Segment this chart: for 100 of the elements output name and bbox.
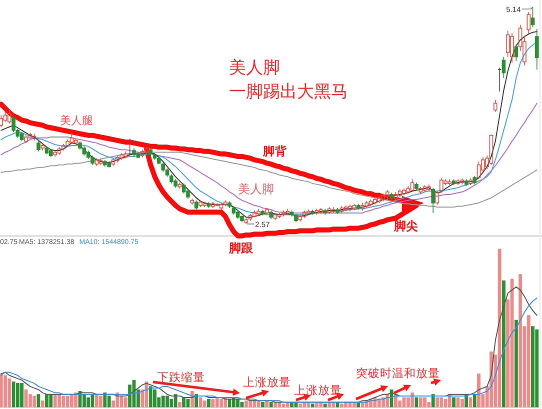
bar bbox=[132, 380, 136, 408]
bar bbox=[261, 402, 264, 408]
annotation: 下跌缩量 bbox=[157, 372, 205, 384]
bar bbox=[198, 397, 202, 408]
bar bbox=[228, 398, 232, 408]
bar bbox=[211, 398, 215, 408]
bar bbox=[452, 397, 456, 408]
bar bbox=[423, 397, 426, 408]
bar bbox=[282, 404, 286, 408]
bar bbox=[414, 397, 418, 408]
candlestick bbox=[502, 56, 506, 78]
bar bbox=[45, 394, 48, 408]
bar bbox=[502, 280, 506, 408]
bar bbox=[298, 404, 302, 408]
bar bbox=[178, 402, 182, 408]
candlestick bbox=[82, 146, 86, 156]
bar bbox=[36, 394, 40, 408]
bar bbox=[24, 389, 28, 408]
candlestick bbox=[360, 202, 364, 211]
candlestick bbox=[402, 188, 406, 196]
bar bbox=[472, 394, 476, 408]
bar bbox=[410, 392, 414, 408]
bar bbox=[265, 400, 269, 408]
bar bbox=[535, 329, 539, 408]
candlestick bbox=[331, 206, 336, 214]
candlestick bbox=[498, 67, 502, 92]
bar bbox=[236, 398, 240, 408]
candlestick bbox=[377, 196, 381, 204]
bar bbox=[310, 404, 314, 408]
candlestick bbox=[90, 155, 94, 166]
bar bbox=[340, 404, 344, 408]
candlestick bbox=[535, 28, 539, 70]
bar bbox=[8, 378, 12, 408]
bar bbox=[207, 398, 210, 408]
bar bbox=[440, 397, 444, 408]
subtitle: 一脚踢出大黑马 bbox=[229, 82, 348, 101]
candlestick bbox=[12, 114, 16, 132]
bar bbox=[431, 394, 435, 408]
candlestick bbox=[182, 183, 186, 194]
bar bbox=[182, 397, 186, 408]
candlestick bbox=[115, 155, 120, 163]
annotation: 脚背 bbox=[263, 146, 287, 158]
bar bbox=[20, 383, 24, 408]
candlestick bbox=[211, 202, 215, 208]
bar bbox=[66, 396, 70, 408]
bar bbox=[220, 398, 223, 408]
bar bbox=[323, 404, 327, 408]
candlestick bbox=[348, 204, 352, 212]
candlestick bbox=[514, 44, 518, 62]
bar bbox=[120, 396, 124, 408]
bar bbox=[526, 315, 530, 408]
bar bbox=[418, 397, 422, 408]
annotation: 美人脚 bbox=[238, 182, 274, 196]
bar bbox=[202, 400, 206, 408]
bar bbox=[402, 397, 406, 408]
bar bbox=[215, 397, 219, 408]
bar bbox=[244, 400, 248, 408]
candlestick bbox=[36, 140, 40, 152]
bar bbox=[90, 394, 94, 408]
bar bbox=[40, 400, 44, 408]
bar bbox=[186, 398, 190, 408]
candlestick bbox=[20, 132, 24, 142]
bar bbox=[99, 396, 102, 408]
bar bbox=[514, 320, 518, 408]
bar bbox=[144, 382, 148, 408]
annotation: 上涨放量 bbox=[243, 377, 291, 389]
bar bbox=[32, 396, 36, 408]
candlestick bbox=[506, 30, 510, 58]
annotation: 美人腿 bbox=[60, 115, 93, 127]
bar bbox=[377, 398, 381, 408]
bar bbox=[58, 394, 61, 408]
bar bbox=[62, 396, 66, 408]
bar bbox=[82, 394, 86, 408]
bar bbox=[456, 397, 460, 408]
bar bbox=[194, 394, 198, 408]
bar bbox=[460, 398, 464, 408]
bar bbox=[153, 389, 156, 408]
candlestick bbox=[431, 187, 435, 214]
bar bbox=[436, 397, 439, 408]
bar bbox=[94, 394, 98, 408]
bar bbox=[510, 278, 514, 408]
bar bbox=[0, 374, 3, 408]
candlestick bbox=[526, 12, 531, 34]
bar bbox=[166, 396, 169, 408]
bar bbox=[240, 402, 244, 408]
annotation: 脚跟 bbox=[229, 241, 253, 255]
bar bbox=[107, 396, 111, 408]
candlestick bbox=[282, 210, 286, 217]
bar bbox=[252, 400, 256, 408]
candlestick bbox=[120, 152, 124, 160]
candlestick bbox=[510, 32, 514, 64]
bar bbox=[477, 374, 480, 408]
candlestick bbox=[128, 138, 132, 156]
annotation: 上涨放量 bbox=[294, 385, 342, 397]
bar bbox=[256, 400, 260, 408]
candlestick bbox=[364, 200, 369, 208]
bar bbox=[174, 394, 178, 408]
bar bbox=[468, 397, 472, 408]
annotation: 突破时温和放量 bbox=[356, 368, 440, 380]
bar bbox=[4, 375, 7, 408]
